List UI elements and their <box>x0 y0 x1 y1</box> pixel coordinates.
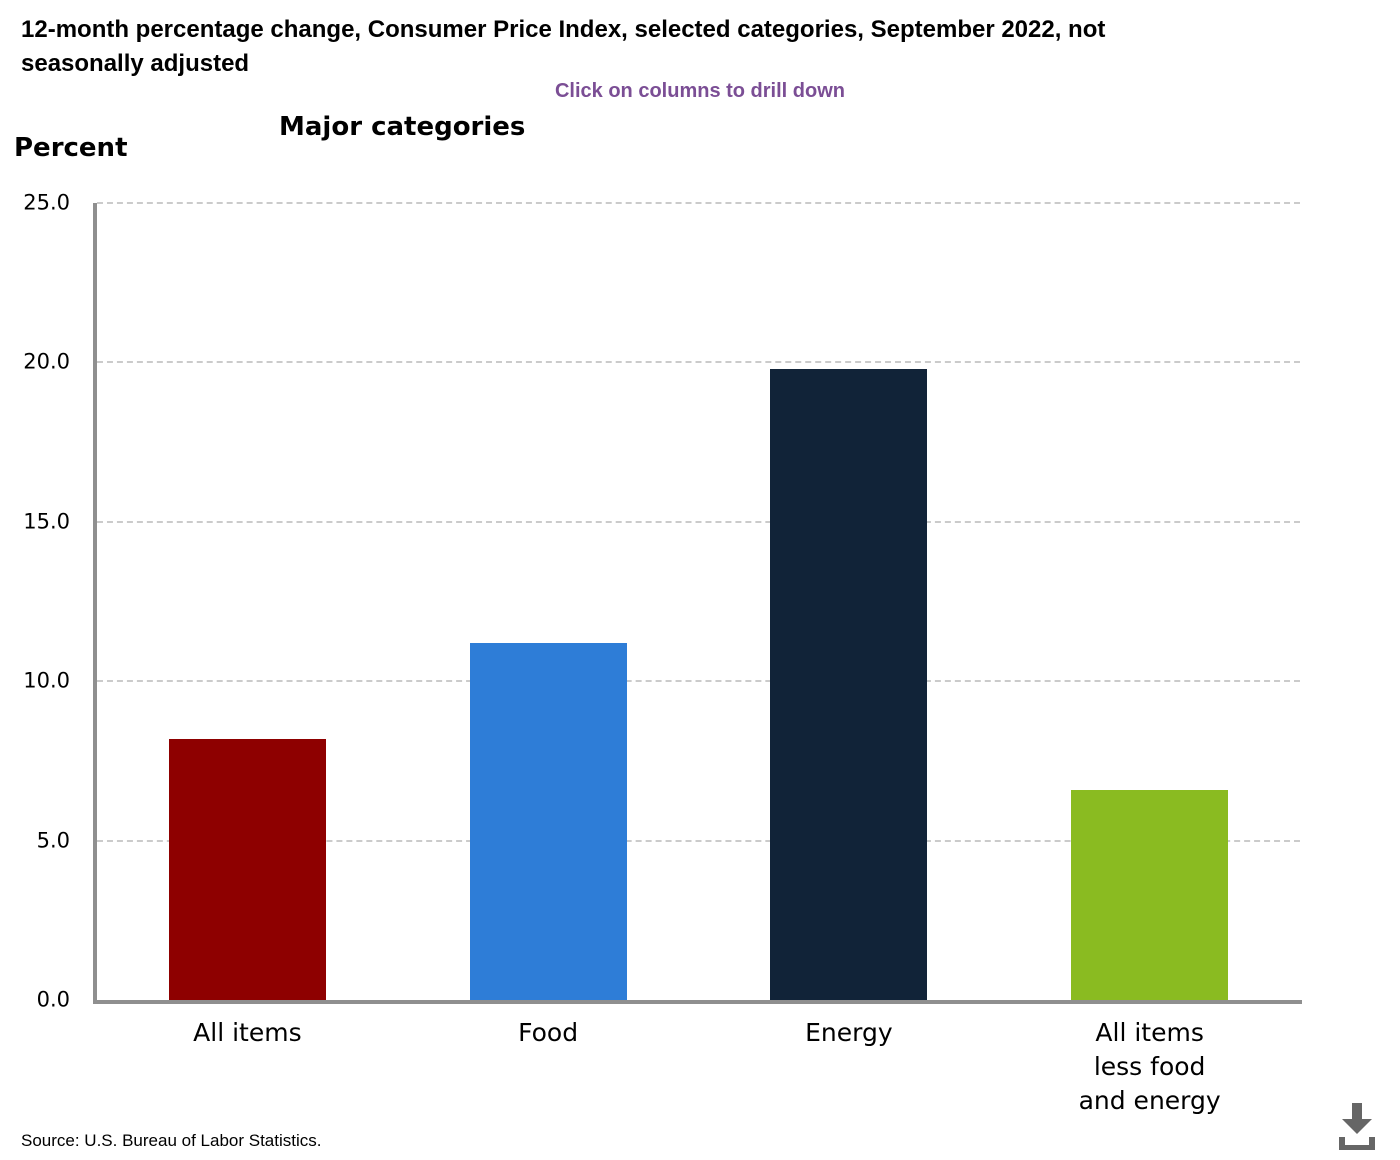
y-tick-labels: 25.0 20.0 15.0 10.0 5.0 0.0 <box>0 191 70 1012</box>
y-tick-label: 15.0 <box>23 509 70 534</box>
x-axis-line <box>93 1000 1302 1004</box>
y-tick-label: 5.0 <box>36 828 70 853</box>
gridline <box>97 680 1300 683</box>
x-category-label-all-items-less-food-and-energy: All items less food and energy <box>1078 1018 1221 1115</box>
y-axis-line <box>93 203 97 1004</box>
y-tick-label: 10.0 <box>23 668 70 693</box>
y-tick-label: 20.0 <box>23 349 70 374</box>
bar-all-items-less-food-and-energy[interactable] <box>1071 789 1229 1000</box>
x-category-label-food: Food <box>518 1018 579 1047</box>
bar-food[interactable] <box>469 642 627 1000</box>
download-icon <box>1334 1103 1380 1155</box>
bar-energy[interactable] <box>770 368 928 1000</box>
gridline <box>97 202 1300 204</box>
gridline <box>97 520 1300 523</box>
plot-area <box>97 202 1300 1000</box>
download-button[interactable] <box>1334 1100 1380 1152</box>
gridline <box>97 361 1300 364</box>
source-note: Source: U.S. Bureau of Labor Statistics. <box>21 1131 322 1150</box>
drill-down-hint: Click on columns to drill down <box>554 80 845 102</box>
page-title: 12-month percentage change, Consumer Pri… <box>21 16 1106 77</box>
y-axis-title: Percent <box>14 133 128 163</box>
x-category-label-energy: Energy <box>805 1018 893 1047</box>
y-tick-label: 0.0 <box>36 987 70 1012</box>
x-category-label-all-items: All items <box>193 1018 302 1047</box>
bar-all-items[interactable] <box>168 738 326 1000</box>
chart-title: Major categories <box>279 112 526 142</box>
y-tick-label: 25.0 <box>23 190 70 215</box>
gridline <box>97 839 1300 842</box>
x-category-labels: All items Food Energy All items less food and… <box>97 1016 1300 1126</box>
